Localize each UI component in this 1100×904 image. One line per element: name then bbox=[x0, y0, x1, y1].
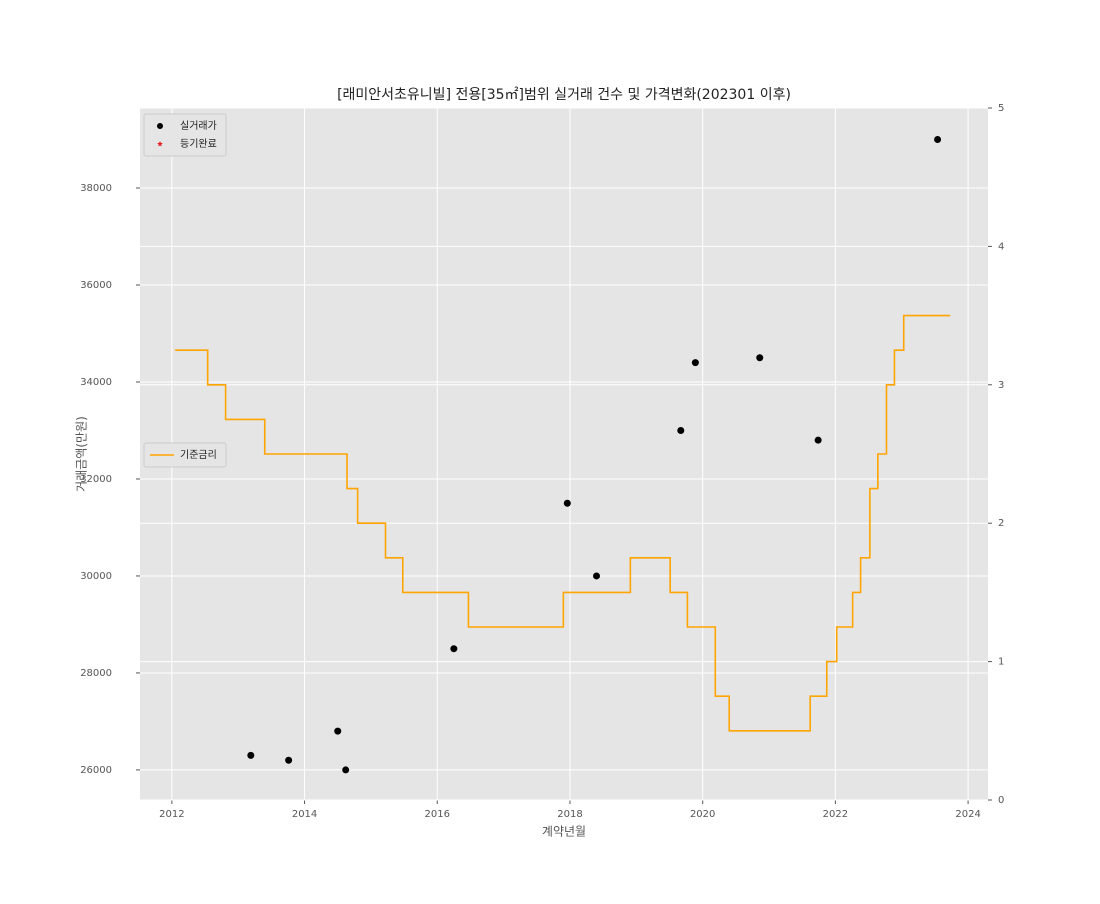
step-line bbox=[175, 314, 951, 732]
y-tick-label: 38000 bbox=[80, 183, 112, 194]
legend-box bbox=[143, 442, 227, 468]
point bbox=[934, 136, 942, 144]
legend-swatch bbox=[157, 123, 163, 129]
x-tick-label: 2020 bbox=[690, 809, 715, 820]
y-tick-label: 30000 bbox=[80, 571, 112, 582]
legend-label: 기준금리 bbox=[180, 449, 217, 461]
point bbox=[285, 756, 293, 764]
y2-tick-label: 2 bbox=[998, 518, 1004, 529]
point bbox=[247, 751, 255, 759]
x-tick-label: 2022 bbox=[823, 809, 848, 820]
x-tick-label: 2012 bbox=[159, 809, 184, 820]
x-tick-label: 2024 bbox=[955, 809, 980, 820]
y2-tick-label: 4 bbox=[998, 241, 1004, 252]
point bbox=[756, 354, 764, 362]
point bbox=[334, 727, 342, 735]
y-tick-label: 28000 bbox=[80, 668, 112, 679]
point bbox=[677, 426, 685, 434]
y-tick-label: 32000 bbox=[80, 474, 112, 485]
y-tick-label: 34000 bbox=[80, 377, 112, 388]
legend-box bbox=[143, 113, 227, 157]
x-axis-label: 계약년월 bbox=[542, 824, 586, 839]
x-tick-label: 2014 bbox=[292, 809, 317, 820]
y-tick-label: 26000 bbox=[80, 765, 112, 776]
y2-tick-label: 1 bbox=[998, 657, 1004, 668]
legend-label: 등기완료 bbox=[180, 138, 217, 150]
point bbox=[593, 572, 601, 580]
y-axis-label: 거래금액(만원) bbox=[75, 416, 89, 492]
legend-label: 실거래가 bbox=[180, 120, 217, 132]
y2-tick-label: 0 bbox=[998, 795, 1004, 806]
y-tick-label: 36000 bbox=[80, 280, 112, 291]
point bbox=[342, 766, 350, 774]
point bbox=[814, 436, 822, 444]
y2-tick-label: 3 bbox=[998, 380, 1004, 391]
y2-tick-label: 5 bbox=[998, 103, 1004, 114]
point bbox=[691, 359, 699, 367]
x-tick-label: 2016 bbox=[425, 809, 450, 820]
x-tick-label: 2018 bbox=[557, 809, 582, 820]
point bbox=[563, 499, 571, 507]
chart-title: [래미안서초유니빌] 전용[35㎡]범위 실거래 건수 및 가격변화(20230… bbox=[337, 87, 791, 103]
point bbox=[450, 645, 458, 653]
legend-swatch bbox=[157, 141, 163, 147]
